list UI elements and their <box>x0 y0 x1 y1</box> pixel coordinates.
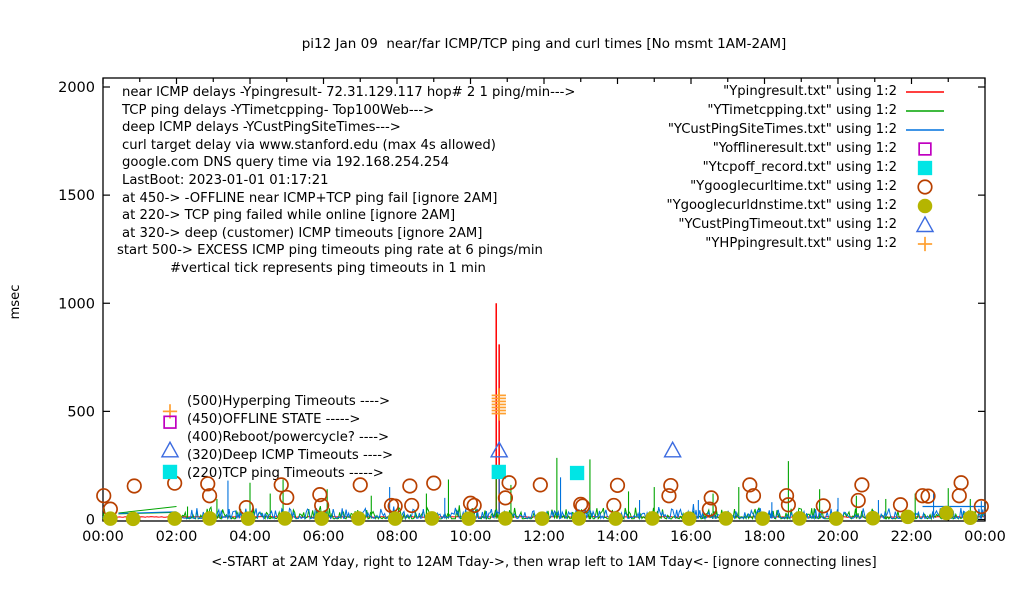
svg-text:00:00: 00:00 <box>82 529 124 545</box>
legend-item: "Ypingresult.txt" using 1:2 <box>723 84 897 99</box>
series-YCustPingSiteTimes <box>102 469 985 521</box>
info-line: TCP ping delays -YTimetcpping- Top100Web… <box>122 102 435 118</box>
legend-item: "Ygooglecurltime.txt" using 1:2 <box>690 179 897 194</box>
info-line: curl target delay via www.stanford.edu (… <box>122 137 496 153</box>
info-line: deep ICMP delays -YCustPingSiteTimes---> <box>122 120 401 136</box>
svg-text:14:00: 14:00 <box>597 529 639 545</box>
svg-text:12:00: 12:00 <box>523 529 565 545</box>
marker-label: (220)TCP ping Timeouts -----> <box>187 466 384 481</box>
info-line: at 450-> -OFFLINE near ICMP+TCP ping fai… <box>122 190 498 206</box>
chart-title: pi12 Jan 09 near/far ICMP/TCP ping and c… <box>301 36 787 52</box>
svg-text:1500: 1500 <box>58 188 95 204</box>
legend-item: "YHPpingresult.txt" using 1:2 <box>705 236 897 251</box>
legend-item: "Yofflineresult.txt" using 1:2 <box>712 141 897 156</box>
marker-label: (500)Hyperping Timeouts ----> <box>187 394 391 409</box>
svg-text:20:00: 20:00 <box>817 529 859 545</box>
x-axis-label: <-START at 2AM Yday, right to 12AM Tday-… <box>211 555 877 570</box>
legend-markers <box>906 91 944 252</box>
svg-text:02:00: 02:00 <box>156 529 198 545</box>
legend-item: "YTimetcpping.txt" using 1:2 <box>707 103 897 118</box>
series-YTimetcpping <box>102 457 985 521</box>
annotation-markers <box>160 404 180 480</box>
svg-text:500: 500 <box>67 404 95 420</box>
svg-text:08:00: 08:00 <box>376 529 418 545</box>
legend-item: "YCustPingSiteTimes.txt" using 1:2 <box>667 122 897 137</box>
svg-text:06:00: 06:00 <box>303 529 345 545</box>
svg-text:16:00: 16:00 <box>670 529 712 545</box>
info-line: google.com DNS query time via 192.168.25… <box>122 155 450 171</box>
svg-text:10:00: 10:00 <box>450 529 492 545</box>
info-line: at 220-> TCP ping failed while online [i… <box>122 208 456 224</box>
svg-text:22:00: 22:00 <box>891 529 933 545</box>
axes: 00:00 02:00 04:00 06:00 08:00 10:00 12:00 14:00… <box>58 77 1006 545</box>
series-YHPpingresult <box>491 388 506 421</box>
marker-label: (450)OFFLINE STATE -----> <box>187 412 361 427</box>
svg-text:00:00: 00:00 <box>964 529 1006 545</box>
series-Ypingresult <box>102 303 986 518</box>
svg-text:0: 0 <box>86 513 95 529</box>
legend-item: "YCustPingTimeout.txt" using 1:2 <box>678 217 897 232</box>
info-line: start 500-> EXCESS ICMP ping timeouts pi… <box>117 243 543 259</box>
svg-text:1000: 1000 <box>58 296 95 312</box>
info-line: at 320-> deep (customer) ICMP timeouts [… <box>122 225 483 241</box>
info-line: #vertical tick represents ping timeouts … <box>170 261 486 276</box>
series-Ygooglecurldnstime <box>103 505 978 527</box>
legend-item: "Ygooglecurldnstime.txt" using 1:2 <box>666 198 898 213</box>
info-line: LastBoot: 2023-01-01 01:17:21 <box>122 173 329 188</box>
legend-item: "Ytcpoff_record.txt" using 1:2 <box>702 160 897 175</box>
svg-text:04:00: 04:00 <box>229 529 271 545</box>
series-Ygooglecurltime <box>96 475 989 517</box>
info-line: near ICMP delays -Ypingresult- 72.31.129… <box>122 85 576 100</box>
marker-label: (400)Reboot/powercycle? ----> <box>187 430 390 445</box>
svg-text:18:00: 18:00 <box>744 529 786 545</box>
svg-text:2000: 2000 <box>58 80 95 96</box>
marker-label: (320)Deep ICMP Timeouts ----> <box>187 448 394 463</box>
series-Ytcpoff_record <box>491 464 585 481</box>
series-YCustPingTimeout <box>489 440 682 458</box>
